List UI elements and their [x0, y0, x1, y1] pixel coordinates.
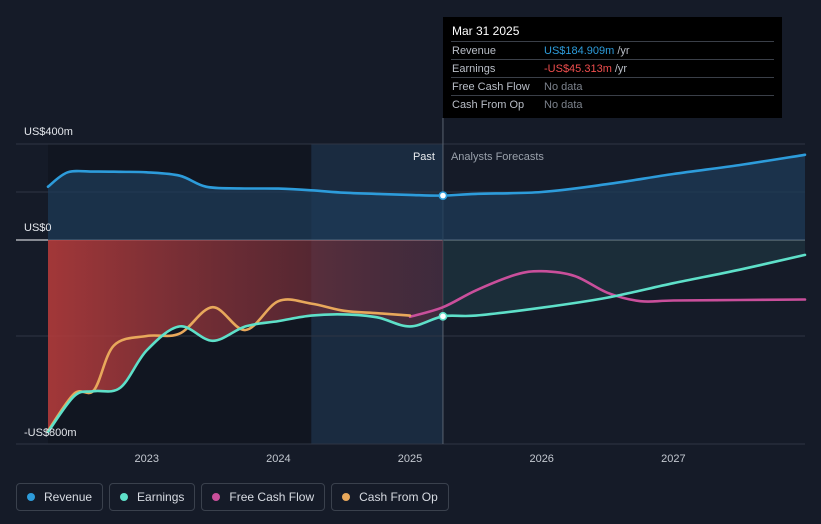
legend-label: Earnings: [137, 490, 185, 504]
x-tick-label: 2026: [529, 453, 553, 465]
y-tick-label: -US$800m: [24, 427, 77, 439]
tooltip-label: Revenue: [452, 44, 497, 57]
legend-dot-icon: [120, 493, 129, 501]
x-tick-label: 2024: [266, 453, 290, 465]
tooltip-value: No data: [544, 80, 583, 93]
x-tick-label: 2025: [398, 453, 422, 465]
revenue-area: [48, 154, 805, 240]
legend-label: Revenue: [44, 490, 93, 504]
tooltip-value: -US$45.313m: [544, 62, 612, 75]
legend-label: Free Cash Flow: [229, 490, 315, 504]
tooltip-row-earnings: Earnings -US$45.313m /yr: [451, 59, 774, 77]
tooltip-row-free-cash-flow: Free Cash Flow No data: [451, 77, 774, 95]
legend-label: Cash From Op: [359, 490, 438, 504]
tooltip-unit: /yr: [617, 44, 630, 57]
tooltip-label: Cash From Op: [452, 98, 525, 111]
legend-item-revenue[interactable]: Revenue: [16, 483, 104, 511]
free-cash-flow-line: [408, 269, 807, 319]
revenue-line: [46, 153, 807, 197]
tooltip-row-revenue: Revenue US$184.909m /yr: [451, 41, 774, 59]
tooltip-value: No data: [544, 98, 583, 111]
legend-dot-icon: [342, 493, 351, 501]
tooltip-date: Mar 31 2025: [452, 24, 520, 38]
chart-legend: Revenue Earnings Free Cash Flow Cash Fro…: [16, 483, 449, 511]
legend-dot-icon: [27, 493, 35, 501]
legend-item-earnings[interactable]: Earnings: [109, 483, 196, 511]
tooltip-row-cash-from-op: Cash From Op No data: [451, 95, 774, 113]
earnings-marker: [438, 311, 448, 321]
x-tick-label: 2027: [661, 453, 685, 465]
tooltip-label: Free Cash Flow: [452, 80, 530, 93]
y-tick-label: US$400m: [24, 126, 73, 138]
forecast-label: Analysts Forecasts: [451, 151, 544, 163]
legend-item-free-cash-flow[interactable]: Free Cash Flow: [201, 483, 326, 511]
tooltip-label: Earnings: [452, 62, 496, 75]
revenue-marker: [438, 191, 448, 200]
chart-tooltip: Mar 31 2025 Revenue US$184.909m /yr Earn…: [443, 17, 782, 118]
tooltip-value: US$184.909m: [544, 44, 615, 57]
earnings-area: [48, 240, 443, 432]
earnings-forecast-area: [442, 240, 805, 317]
past-label: Past: [413, 151, 435, 163]
y-tick-label: US$0: [24, 222, 52, 234]
legend-item-cash-from-op[interactable]: Cash From Op: [331, 483, 449, 511]
legend-dot-icon: [212, 493, 221, 501]
tooltip-unit: /yr: [614, 62, 628, 75]
x-tick-label: 2023: [134, 453, 158, 465]
earnings-line: [46, 253, 807, 434]
